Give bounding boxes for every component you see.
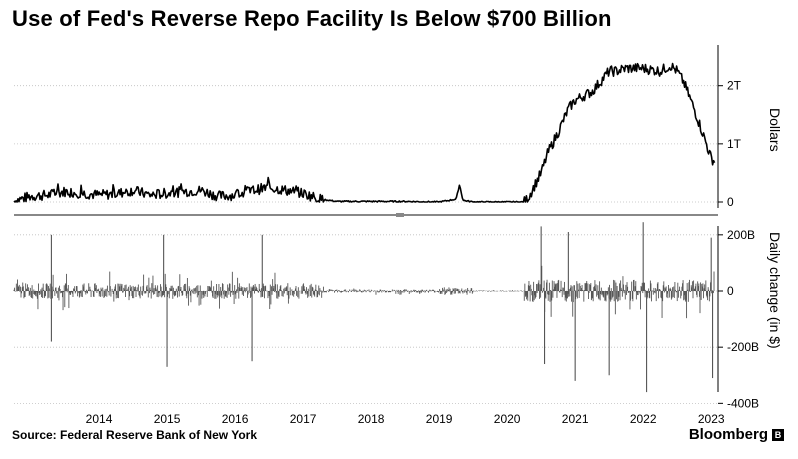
bottom-y-tick-label: -200B bbox=[727, 340, 759, 354]
bottom-y-tick-label: -400B bbox=[727, 396, 759, 410]
top-y-tick-label: 2T bbox=[727, 79, 742, 93]
x-tick-label: 2018 bbox=[358, 412, 385, 426]
top-y-tick-label: 1T bbox=[727, 137, 742, 151]
grid-lines bbox=[14, 85, 718, 404]
chart-title: Use of Fed's Reverse Repo Facility Is Be… bbox=[12, 6, 612, 31]
bottom-plot bbox=[13, 222, 715, 393]
panel-separator-handle bbox=[396, 213, 404, 217]
bottom-y-axis-label: Daily change (in $) bbox=[767, 232, 783, 349]
x-tick-label: 2022 bbox=[630, 412, 657, 426]
x-tick-label: 2023 bbox=[698, 412, 725, 426]
axes: 0 1T 2T 200B 0 -200B -400B 2014 2015 2016 2017 2018… bbox=[14, 45, 759, 426]
reverse-repo-line bbox=[13, 62, 716, 203]
x-tick-label: 2016 bbox=[222, 412, 249, 426]
bloomberg-logo: Bloomberg bbox=[688, 426, 768, 443]
top-y-axis-label: Dollars bbox=[767, 108, 783, 152]
x-tick-label: 2014 bbox=[86, 412, 113, 426]
source-note: Source: Federal Reserve Bank of New York bbox=[12, 428, 257, 442]
bloomberg-terminal-icon: B bbox=[772, 429, 784, 441]
bottom-y-tick-label: 0 bbox=[727, 284, 734, 298]
x-tick-label: 2021 bbox=[562, 412, 589, 426]
x-tick-label: 2019 bbox=[426, 412, 453, 426]
bottom-y-tick-label: 200B bbox=[727, 228, 755, 242]
x-tick-label: 2015 bbox=[154, 412, 181, 426]
top-y-tick-label: 0 bbox=[727, 195, 734, 209]
x-tick-label: 2020 bbox=[494, 412, 521, 426]
top-plot bbox=[13, 62, 716, 203]
x-tick-label: 2017 bbox=[290, 412, 317, 426]
